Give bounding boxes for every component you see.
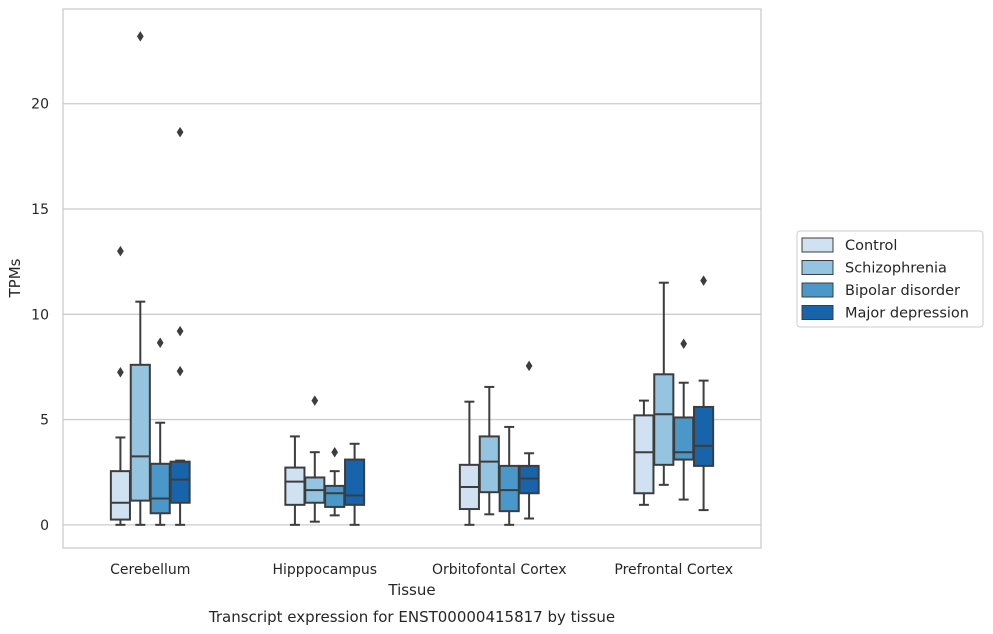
x-tick-label: Prefrontal Cortex [614,562,733,578]
y-tick-labels: 0 5 10 15 20 [31,97,49,534]
legend-label: Major depression [845,306,969,322]
outlier-point [700,275,707,286]
outlier-point [331,446,339,458]
box-iqr [653,373,675,466]
outlier-point [117,245,124,257]
box-major-depression [693,275,715,512]
legend-frame [796,230,984,328]
outlier-point [525,360,533,372]
box-schizophrenia [129,31,151,526]
box-iqr [478,435,500,494]
y-axis-title: TPMs [6,258,24,298]
box-control [284,435,306,526]
box-major-depression [169,126,191,526]
y-tick-label: 10 [31,307,49,323]
outlier-point [176,365,184,377]
outlier-point [311,395,319,406]
chart-title: Transcript expression for ENST0000041581… [208,608,615,626]
box-iqr [324,484,346,508]
legend-swatch [801,305,834,320]
legend-swatch [801,237,834,253]
box-iqr [633,414,655,495]
x-tick-labels: Cerebellum Hipppocampus Orbitofontal Corte… [110,562,733,578]
outlier-point [176,325,184,337]
outlier-point [156,337,164,348]
x-axis-title: Tissue [387,581,435,599]
box-iqr [284,466,306,506]
legend-swatch [801,282,834,298]
plot-frame [62,8,762,549]
outlier-point [176,126,184,138]
x-tick-label: Cerebellum [110,562,190,578]
box-iqr [518,464,540,495]
y-tick-label: 15 [31,202,49,218]
box-iqr [129,363,151,502]
box-schizophrenia [478,385,500,516]
box-control [633,399,655,506]
box-control [109,245,131,526]
legend-label: Control [845,238,897,254]
legend-swatch [801,260,834,275]
box-schizophrenia [304,395,326,523]
box-iqr [498,464,520,513]
boxes [109,31,715,526]
y-tick-label: 5 [40,413,49,429]
outlier-point [680,338,688,350]
box-iqr [693,405,715,467]
legend-label: Bipolar disorder [845,283,960,299]
box-iqr [673,416,695,461]
box-iqr [109,470,131,521]
box-iqr [344,458,366,506]
y-tick-label: 0 [40,518,49,534]
x-tick-label: Orbitofontal Cortex [432,562,567,578]
box-iqr [169,460,191,504]
outlier-point [136,31,144,42]
legend: Control Schizophrenia Bipolar disorder Majo… [796,230,984,328]
box-major-depression [518,360,540,520]
box-schizophrenia [653,281,675,486]
legend-label: Schizophrenia [845,261,947,277]
box-iqr [149,462,171,515]
box-major-depression [344,442,366,526]
box-bipolar-disorder [324,446,346,517]
outlier-point [117,366,124,378]
x-tick-label: Hipppocampus [272,562,377,578]
y-tick-label: 20 [31,97,49,113]
